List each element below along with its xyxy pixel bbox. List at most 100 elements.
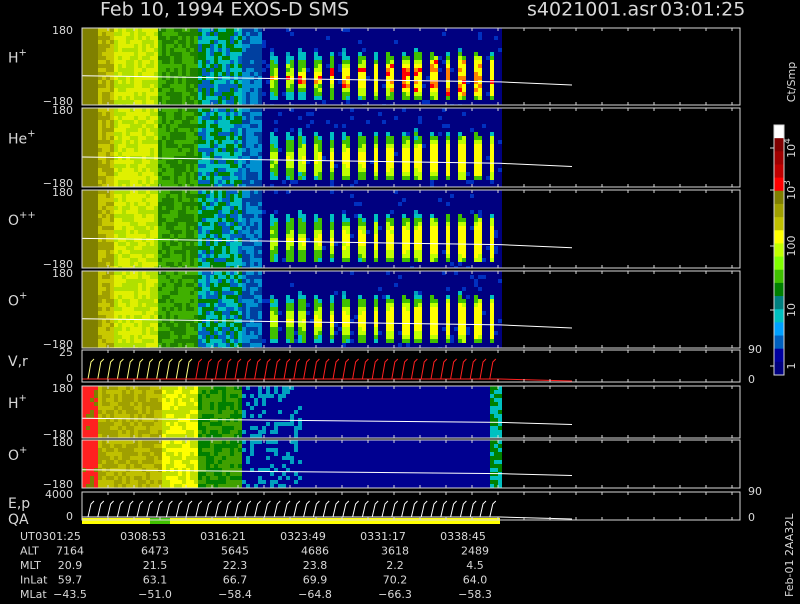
cell — [482, 168, 486, 172]
cell — [206, 152, 210, 156]
cell — [466, 164, 470, 168]
cell — [138, 80, 142, 84]
cell — [154, 230, 158, 234]
cell — [182, 72, 186, 76]
cell — [406, 128, 410, 132]
cell — [222, 52, 226, 56]
cell — [366, 156, 370, 160]
cell — [186, 194, 190, 198]
cell — [338, 100, 342, 104]
cell — [210, 32, 214, 36]
cell — [470, 32, 474, 36]
cell — [410, 76, 414, 80]
cell — [146, 76, 150, 80]
cell — [138, 246, 142, 250]
cell — [322, 140, 326, 144]
cell — [418, 168, 422, 172]
cell — [130, 242, 134, 246]
cell — [470, 156, 474, 160]
cell — [186, 112, 190, 116]
cell — [142, 266, 146, 268]
cell — [226, 132, 230, 136]
cell — [130, 222, 134, 226]
cell — [222, 92, 226, 96]
cell — [82, 226, 86, 230]
cell — [206, 226, 210, 230]
cell — [174, 116, 178, 120]
cell — [374, 116, 378, 120]
cell — [182, 28, 186, 32]
cell — [362, 132, 366, 136]
cell — [386, 148, 390, 152]
cell — [438, 84, 442, 88]
cell — [418, 120, 422, 124]
cell — [314, 160, 318, 164]
cell — [138, 210, 142, 214]
cell — [218, 172, 222, 176]
cell — [198, 148, 202, 152]
cell — [434, 156, 438, 160]
cell — [246, 92, 250, 96]
cell — [282, 56, 286, 60]
cell — [126, 128, 130, 132]
cell — [350, 168, 354, 172]
cell — [306, 112, 310, 116]
cell — [162, 80, 166, 84]
cell — [154, 152, 158, 156]
cell — [166, 190, 170, 194]
cell — [454, 36, 458, 40]
cell — [246, 148, 250, 152]
cell — [390, 92, 394, 96]
cell — [150, 112, 154, 116]
cell — [102, 172, 106, 176]
cell — [182, 160, 186, 164]
cell — [310, 148, 314, 152]
cell — [118, 140, 122, 144]
cell — [490, 152, 494, 156]
cell — [170, 28, 174, 32]
cell — [222, 254, 226, 258]
cell — [238, 190, 242, 194]
cell — [474, 100, 478, 104]
cell — [266, 180, 270, 184]
cell — [114, 198, 118, 202]
cell — [166, 266, 170, 268]
cell — [194, 128, 198, 132]
cell — [298, 152, 302, 156]
cell — [222, 124, 226, 128]
cell — [458, 96, 462, 100]
cell — [450, 80, 454, 84]
cell — [386, 100, 390, 104]
cell — [422, 180, 426, 184]
cell — [82, 64, 86, 68]
cell — [454, 140, 458, 144]
cell — [478, 36, 482, 40]
cell — [354, 112, 358, 116]
cell — [322, 84, 326, 88]
cell — [130, 230, 134, 234]
cell — [258, 88, 262, 92]
cell — [130, 100, 134, 104]
cell — [86, 68, 90, 72]
cell — [358, 140, 362, 144]
cell — [90, 176, 94, 180]
cell — [206, 68, 210, 72]
cell — [218, 156, 222, 160]
cell — [158, 230, 162, 234]
cell — [210, 198, 214, 202]
cell — [178, 262, 182, 266]
cell — [210, 230, 214, 234]
cell — [470, 124, 474, 128]
cell — [290, 116, 294, 120]
cell — [110, 230, 114, 234]
cell — [278, 84, 282, 88]
cell — [362, 148, 366, 152]
cell — [142, 262, 146, 266]
cell — [350, 96, 354, 100]
cell — [398, 128, 402, 132]
cell — [134, 116, 138, 120]
cell — [98, 226, 102, 230]
cell — [186, 172, 190, 176]
cell — [302, 100, 306, 104]
cell — [138, 48, 142, 52]
